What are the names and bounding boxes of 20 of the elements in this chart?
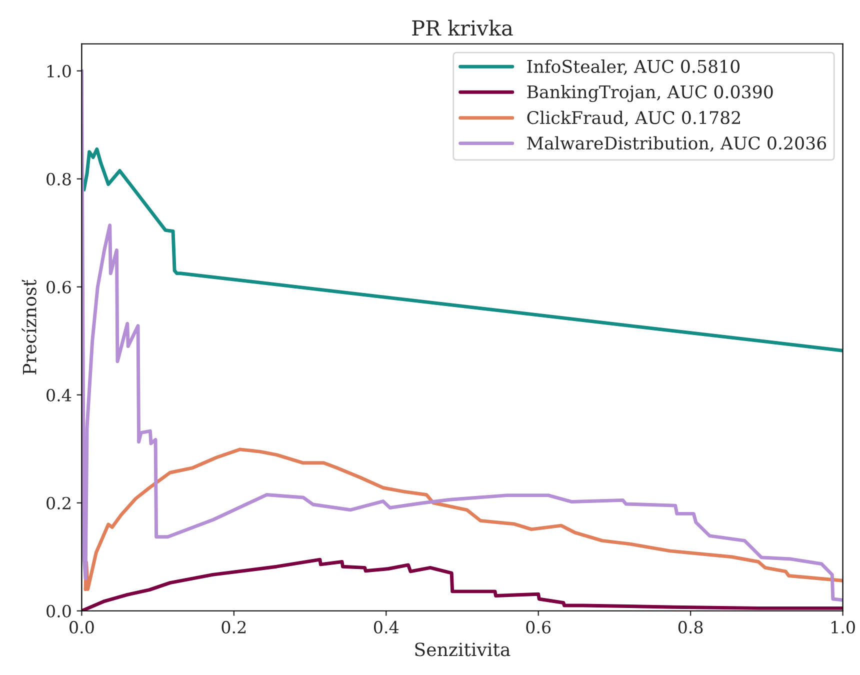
y-tick-label: 0.4 bbox=[46, 388, 72, 402]
legend-label: ClickFraud, AUC 0.1782 bbox=[527, 110, 740, 126]
chart-title: PR krivka bbox=[412, 20, 513, 36]
legend-label: InfoStealer, AUC 0.5810 bbox=[527, 60, 740, 76]
legend-label: BankingTrojan, AUC 0.0390 bbox=[527, 84, 773, 102]
y-tick-label: 0.0 bbox=[46, 604, 71, 618]
y-axis-title: Precíznosť bbox=[22, 280, 36, 374]
line-series bbox=[84, 448, 843, 592]
x-axis-title: Senzitivita bbox=[415, 642, 510, 656]
x-tick-label: 0.4 bbox=[374, 620, 399, 634]
x-tick-label: 0.6 bbox=[526, 620, 551, 634]
x-tick-label: 0.0 bbox=[70, 620, 94, 634]
x-tick-label: 0.2 bbox=[222, 620, 246, 634]
y-tick-label: 0.8 bbox=[46, 172, 71, 186]
legend-label: MalwareDistribution, AUC 0.2036 bbox=[527, 136, 826, 152]
y-tick-label: 0.6 bbox=[46, 280, 71, 294]
x-tick-label: 1.0 bbox=[832, 620, 855, 634]
y-tick-label: 1.0 bbox=[48, 64, 71, 78]
y-tick-label: 0.2 bbox=[46, 496, 70, 510]
x-tick-label: 0.8 bbox=[678, 620, 703, 634]
